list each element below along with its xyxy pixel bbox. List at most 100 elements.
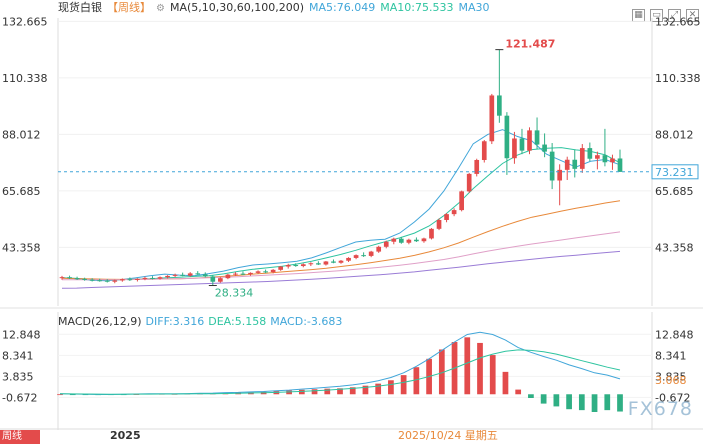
candle-body — [127, 279, 133, 281]
close-icon[interactable]: ✕ — [686, 9, 699, 22]
macd-histogram-bar — [515, 389, 522, 395]
candle-body — [564, 159, 570, 170]
macd-histogram-bar — [464, 337, 471, 395]
macd-histogram-bar — [57, 394, 63, 396]
period-label[interactable]: 【周线】 — [107, 1, 151, 14]
macd-histogram-bar — [438, 349, 445, 395]
macd-histogram-bar — [324, 388, 331, 395]
main-chart-header: 现货白银 【周线】 ⚙ MA(5,10,30,60,100,200) MA5:76.04… — [58, 1, 494, 15]
macd-chart[interactable]: 12.848 12.848 8.341 8.341 3.835 3.835 -0.672 -0… — [0, 312, 703, 444]
macd-histogram-bar — [375, 383, 382, 395]
candle-body — [112, 280, 118, 282]
low-annotation: 28.334 — [215, 287, 254, 300]
period-tag[interactable]: 周线 — [0, 430, 40, 444]
candle-body — [240, 273, 246, 275]
candle-body — [263, 271, 268, 273]
candle-body — [293, 265, 299, 267]
ma10-value: MA10:75.533 — [380, 1, 454, 14]
macd-dea-line — [59, 349, 621, 395]
candle-body — [202, 274, 208, 277]
candle-body — [572, 159, 578, 169]
candle-body — [436, 219, 442, 229]
candle-body — [421, 238, 427, 242]
gear-icon[interactable]: ⚙ — [156, 3, 165, 14]
macd-y-tick-right: 3.835 — [655, 370, 687, 383]
macd-histogram-bar — [298, 389, 305, 395]
candle-body — [97, 280, 103, 282]
macd-y-tick-right: 12.848 — [655, 328, 694, 341]
candle-body — [534, 130, 540, 145]
ma10-line — [61, 147, 621, 281]
macd-histogram-bar — [553, 394, 560, 407]
y-tick-label-right: 43.358 — [655, 241, 694, 254]
y-tick-label-left: 43.358 — [2, 241, 41, 254]
macd-histogram-bar — [489, 355, 496, 395]
macd-histogram-bar — [591, 394, 598, 412]
candle-body — [180, 274, 185, 276]
macd-histogram-bar — [337, 388, 343, 395]
macd-y-tick-left: 8.341 — [2, 349, 34, 362]
candle-body — [497, 95, 502, 116]
candle-body — [361, 255, 366, 257]
ma100-line — [61, 250, 621, 289]
ma60-line — [62, 231, 621, 281]
candle-body — [270, 269, 276, 273]
candle-body — [119, 279, 125, 281]
expand-icon[interactable]: ⤢ — [668, 9, 681, 22]
candle-body — [368, 251, 374, 256]
window-icon[interactable]: ▭ — [650, 9, 663, 22]
macd-diff-value: DIFF:3.316 — [145, 315, 205, 328]
candle-body — [489, 95, 495, 142]
candle-body — [338, 260, 344, 263]
macd-histogram-bar — [400, 375, 407, 395]
macd-y-tick-left: 3.835 — [2, 370, 34, 383]
candle-body — [557, 169, 563, 181]
candle-body — [406, 239, 412, 243]
ma-settings-label[interactable]: MA(5,10,30,60,100,200) — [169, 1, 305, 14]
macd-histogram-bar — [477, 342, 483, 395]
high-annotation: 121.487 — [505, 38, 555, 51]
y-tick-label-right: 88.012 — [655, 128, 694, 141]
macd-histogram-bar — [388, 380, 394, 395]
candle-body — [104, 280, 110, 282]
macd-histogram-bar — [362, 385, 369, 395]
macd-histogram-bar — [578, 394, 585, 411]
candle-body — [187, 273, 193, 276]
candle-body — [602, 155, 608, 163]
candle-body — [459, 191, 464, 211]
ma5-value: MA5:76.049 — [309, 1, 376, 14]
candle-body — [157, 277, 163, 279]
macd-y-tick-right: 8.341 — [655, 349, 687, 362]
macd-diff-line — [59, 331, 621, 395]
ma5-line — [61, 129, 621, 282]
candle-body — [587, 148, 593, 159]
candle-body — [376, 246, 382, 252]
candle-body — [225, 274, 231, 279]
candle-body — [308, 263, 314, 265]
macd-histogram-bar — [540, 394, 547, 404]
last-price-label: 73.231 — [655, 166, 694, 179]
candle-body — [474, 159, 480, 174]
y-tick-label-left: 88.012 — [2, 128, 41, 141]
ma30-line — [61, 200, 621, 280]
macd-histogram-bar — [502, 371, 509, 395]
candle-body — [300, 264, 306, 267]
macd-histogram-bar — [604, 394, 611, 411]
candle-body — [466, 173, 472, 192]
macd-title[interactable]: MACD(26,12,9) — [58, 315, 142, 328]
candle-body — [504, 115, 510, 159]
macd-hist-value: MACD:-3.683 — [270, 315, 343, 328]
macd-y-tick-left: 12.848 — [2, 328, 41, 341]
candle-body — [165, 275, 170, 278]
candle-body — [255, 271, 261, 273]
watermark-logo: FX678 — [627, 398, 693, 420]
candle-body — [59, 277, 65, 279]
candle-body — [353, 255, 359, 258]
candle-body — [451, 210, 457, 215]
macd-histogram-bar — [617, 394, 623, 412]
candle-body — [542, 144, 547, 152]
price-chart[interactable]: 132.665 132.665 110.338 110.338 88.012 88.012… — [0, 0, 703, 312]
macd-y-tick-left: -0.672 — [2, 391, 37, 404]
candle-body — [210, 276, 216, 282]
